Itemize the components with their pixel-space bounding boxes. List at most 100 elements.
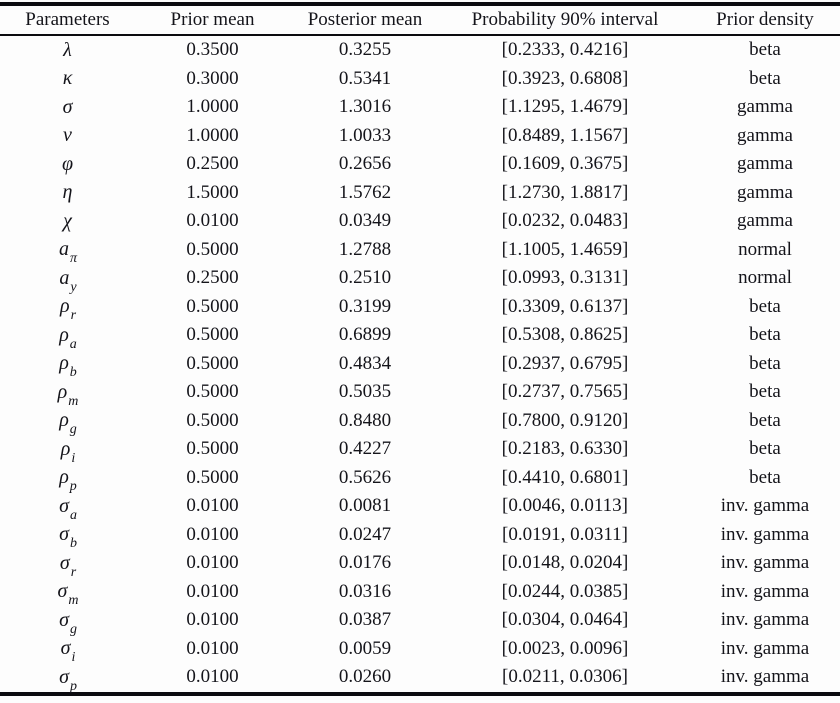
cell-parameter-symbol: σ xyxy=(0,93,135,122)
parameter-subscript: i xyxy=(71,450,76,466)
table-row: ρr 0.5000 0.3199 [0.3309, 0.6137] beta xyxy=(0,293,840,323)
parameter-symbol: σ xyxy=(59,551,70,574)
table-row: ρb 0.5000 0.4834 [0.2937, 0.6795] beta xyxy=(0,350,840,381)
parameter-subscript: r xyxy=(70,564,77,580)
cell-prior-mean: 0.5000 xyxy=(186,238,239,260)
table-row: σi 0.0100 0.0059 [0.0023, 0.0096] inv. g… xyxy=(0,635,840,665)
cell-probability-interval: [1.1005, 1.4659] xyxy=(501,238,629,260)
cell-probability-interval: [0.5308, 0.8625] xyxy=(501,324,629,346)
cell-prior-density: inv. gamma xyxy=(720,609,810,631)
cell-prior-mean: 0.0100 xyxy=(186,609,239,631)
cell-parameter-symbol: φ xyxy=(0,150,135,179)
cell-parameter-symbol: ρp xyxy=(0,464,135,495)
cell-parameter-symbol: σg xyxy=(0,606,135,637)
cell-posterior-mean: 1.2788 xyxy=(338,238,392,260)
cell-parameter-symbol: ρb xyxy=(0,350,135,381)
parameter-subscript: a xyxy=(69,507,77,523)
table-row: σm 0.0100 0.0316 [0.0244, 0.0385] inv. g… xyxy=(0,578,840,609)
cell-probability-interval: [0.0304, 0.0464] xyxy=(501,609,629,631)
parameter-symbol: a xyxy=(58,238,69,261)
table-row: ρp 0.5000 0.5626 [0.4410, 0.6801] beta xyxy=(0,464,840,495)
cell-prior-mean: 0.5000 xyxy=(186,295,239,317)
table-body: λ 0.3500 0.3255 [0.2333, 0.4216] beta κ … xyxy=(0,35,840,694)
cell-parameter-symbol: σm xyxy=(0,578,135,609)
cell-prior-density: inv. gamma xyxy=(720,580,810,602)
table-row: σr 0.0100 0.0176 [0.0148, 0.0204] inv. g… xyxy=(0,549,840,580)
cell-parameter-symbol: σp xyxy=(0,663,135,694)
cell-prior-density: gamma xyxy=(737,210,793,232)
cell-probability-interval: [0.0993, 0.3131] xyxy=(501,267,629,289)
parameter-symbol: η xyxy=(62,181,73,204)
cell-prior-density: beta xyxy=(749,466,781,488)
cell-parameter-symbol: λ xyxy=(0,35,135,65)
cell-prior-density: gamma xyxy=(737,96,793,118)
cell-prior-mean: 0.5000 xyxy=(186,438,239,460)
parameter-subscript: p xyxy=(69,479,77,495)
cell-probability-interval: [0.1609, 0.3675] xyxy=(501,153,629,175)
parameter-symbol: ρ xyxy=(59,466,69,489)
cell-posterior-mean: 0.6899 xyxy=(338,324,392,346)
cell-prior-mean: 1.0000 xyxy=(186,96,239,118)
cell-posterior-mean: 0.0247 xyxy=(338,523,392,545)
column-header-prior-mean: Prior mean xyxy=(135,4,290,36)
table-row: σp 0.0100 0.0260 [0.0211, 0.0306] inv. g… xyxy=(0,663,840,694)
cell-probability-interval: [0.3309, 0.6137] xyxy=(501,295,629,317)
cell-probability-interval: [1.2730, 1.8817] xyxy=(501,181,629,203)
cell-prior-mean: 0.0100 xyxy=(186,210,239,232)
table-row: φ 0.2500 0.2656 [0.1609, 0.3675] gamma xyxy=(0,150,840,179)
parameter-subscript: b xyxy=(69,365,77,381)
cell-posterior-mean: 0.5035 xyxy=(338,381,392,403)
parameter-symbol: κ xyxy=(62,67,73,90)
cell-posterior-mean: 0.0387 xyxy=(338,609,392,631)
parameter-symbol: χ xyxy=(63,209,72,232)
table-row: η 1.5000 1.5762 [1.2730, 1.8817] gamma xyxy=(0,179,840,208)
cell-posterior-mean: 0.0081 xyxy=(338,495,392,517)
cell-parameter-symbol: σr xyxy=(0,549,135,580)
parameter-subscript: p xyxy=(69,678,77,694)
cell-parameter-symbol: ρm xyxy=(0,378,135,409)
cell-parameter-symbol: aπ xyxy=(0,236,135,266)
parameter-subscript: m xyxy=(68,393,79,409)
cell-parameter-symbol: ay xyxy=(0,264,135,295)
cell-posterior-mean: 0.5626 xyxy=(338,466,392,488)
table-row: σg 0.0100 0.0387 [0.0304, 0.0464] inv. g… xyxy=(0,606,840,637)
parameter-symbol: σ xyxy=(59,608,69,631)
table-row: ρa 0.5000 0.6899 [0.5308, 0.8625] beta xyxy=(0,321,840,352)
cell-posterior-mean: 0.2656 xyxy=(338,153,392,175)
table-row: λ 0.3500 0.3255 [0.2333, 0.4216] beta xyxy=(0,35,840,65)
cell-prior-mean: 0.0100 xyxy=(186,666,239,688)
parameter-subscript: m xyxy=(68,593,79,609)
parameter-subscript: g xyxy=(69,621,77,637)
cell-prior-mean: 0.5000 xyxy=(186,409,239,431)
cell-prior-mean: 0.0100 xyxy=(186,495,239,517)
cell-posterior-mean: 0.2510 xyxy=(338,267,392,289)
cell-prior-mean: 0.5000 xyxy=(186,324,239,346)
cell-parameter-symbol: κ xyxy=(0,65,135,94)
cell-prior-density: inv. gamma xyxy=(720,495,810,517)
parameter-symbol: σ xyxy=(60,637,71,660)
cell-parameter-symbol: ρa xyxy=(0,321,135,352)
parameter-symbol: σ xyxy=(59,523,69,546)
cell-parameter-symbol: ρi xyxy=(0,435,135,466)
cell-parameter-symbol: σb xyxy=(0,521,135,551)
column-header-parameters: Parameters xyxy=(0,4,135,36)
cell-posterior-mean: 0.3255 xyxy=(338,39,392,61)
cell-probability-interval: [0.7800, 0.9120] xyxy=(501,409,629,431)
cell-prior-density: beta xyxy=(749,324,781,346)
cell-prior-mean: 0.5000 xyxy=(186,381,239,403)
cell-prior-mean: 0.2500 xyxy=(186,153,239,175)
cell-parameter-symbol: χ xyxy=(0,207,135,236)
cell-posterior-mean: 0.0349 xyxy=(338,210,392,232)
parameter-symbol: φ xyxy=(61,152,74,175)
parameter-symbol: σ xyxy=(59,494,69,517)
cell-prior-mean: 0.0100 xyxy=(186,523,239,545)
cell-posterior-mean: 0.4227 xyxy=(338,438,392,460)
cell-probability-interval: [0.2737, 0.7565] xyxy=(501,381,629,403)
cell-probability-interval: [0.2183, 0.6330] xyxy=(501,438,629,460)
column-header-prior-density: Prior density xyxy=(690,4,840,36)
parameter-symbol: ν xyxy=(63,124,72,147)
parameter-subscript: y xyxy=(70,279,77,295)
cell-probability-interval: [0.0244, 0.0385] xyxy=(501,580,629,602)
cell-prior-density: inv. gamma xyxy=(720,637,810,659)
parameter-subscript: a xyxy=(69,336,77,352)
